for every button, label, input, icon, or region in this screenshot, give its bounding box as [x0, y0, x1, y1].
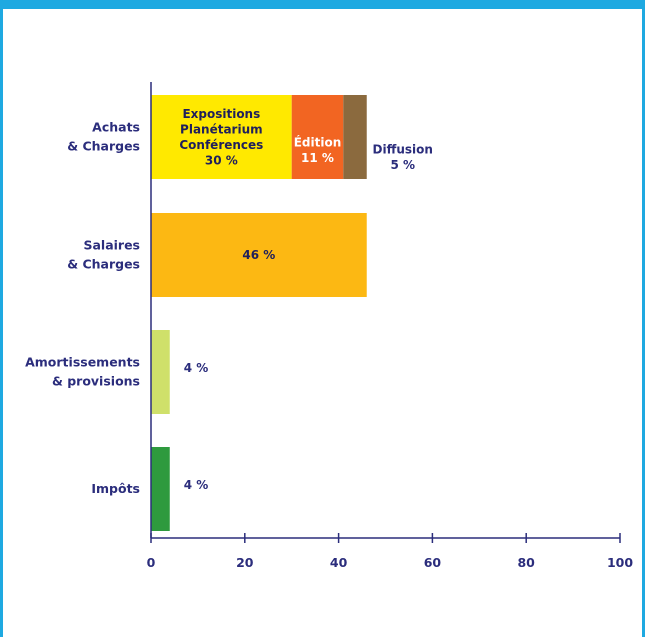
bar-segment-1-0	[151, 213, 367, 297]
bar-segment-0-2	[343, 95, 367, 179]
data-label-0-0: Expositions Planétarium Conférences 30 %	[179, 107, 263, 168]
data-label-0-1: Édition 11 %	[294, 134, 342, 165]
category-label-0: Achats & Charges	[67, 120, 140, 154]
x-tick-label-1: 20	[236, 555, 254, 570]
category-label-2: Amortissements & provisions	[25, 355, 140, 389]
x-tick-label-5: 100	[607, 555, 633, 570]
category-label-1: Salaires & Charges	[67, 238, 140, 272]
bar-segment-0-0	[151, 95, 292, 179]
data-label-3-0: 4 %	[184, 478, 209, 492]
x-tick-label-0: 0	[147, 555, 156, 570]
category-label-3: Impôts	[91, 481, 140, 496]
data-label-1-0: 46 %	[242, 248, 275, 262]
data-label-2-0: 4 %	[184, 361, 209, 375]
bar-segment-2-0	[151, 330, 170, 414]
bar-segment-0-1	[291, 95, 344, 179]
data-label-0-2: Diffusion 5 %	[373, 142, 433, 172]
x-tick-label-2: 40	[330, 555, 348, 570]
bar-segment-3-0	[151, 447, 170, 531]
x-tick-label-3: 60	[424, 555, 442, 570]
x-tick-label-4: 80	[517, 555, 535, 570]
